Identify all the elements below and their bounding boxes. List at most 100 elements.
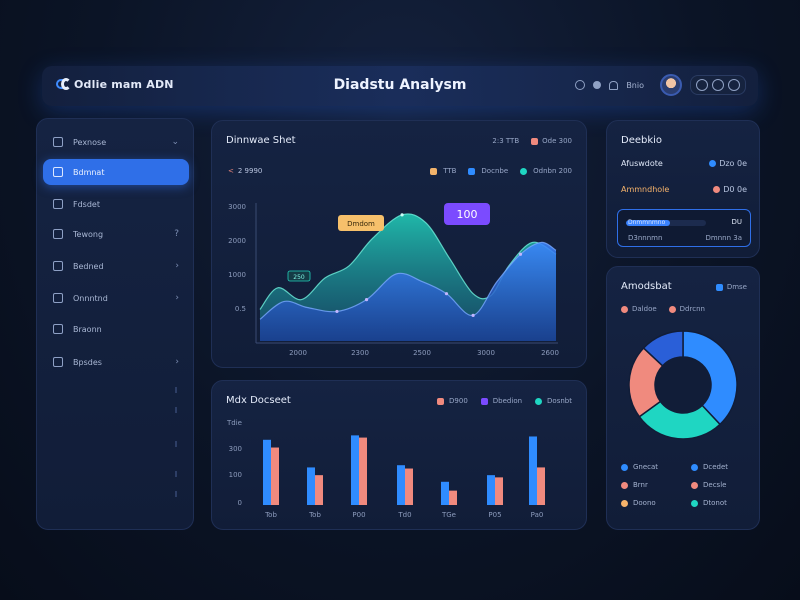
header-legend-item: 2:3 TTB — [492, 137, 520, 145]
progress-bar — [626, 220, 706, 226]
donut-slice — [642, 330, 684, 367]
sidebar-item-7[interactable]: Bpsdes › — [43, 349, 189, 375]
top-header-bar: Odlie mam ADN Diadstu Analysm Bnio — [42, 66, 758, 106]
legend-label: Odnbn 200 — [533, 167, 572, 175]
summary-panel: Deebkio Afuswdote Dzo 0e Ammndhole D0 0e… — [606, 120, 760, 258]
callout-value-box — [444, 203, 490, 225]
nav-item-icon — [53, 137, 63, 147]
legend-swatch — [691, 481, 698, 489]
progress-fill — [626, 220, 670, 226]
bar — [397, 465, 405, 505]
legend-label: Dcedet — [703, 463, 729, 471]
summary-row-label: Afuswdote — [621, 159, 663, 168]
bar — [537, 467, 545, 505]
sidebar: Pexnose ⌄ Bdmnat Fdsdet Tewong? Bedned › Onnntn… — [36, 118, 194, 530]
chevron-icon: › — [175, 293, 179, 303]
sidebar-item-1[interactable]: Bdmnat — [43, 159, 189, 185]
sidebar-item-3[interactable]: Tewong? — [43, 221, 189, 247]
area-chart-title: Dinnwae Shet — [226, 135, 296, 146]
callout-tag — [338, 215, 384, 231]
x-tick-label: 3000 — [477, 349, 495, 357]
nav-item-icon — [53, 229, 63, 239]
y-tick-label: 1000 — [228, 271, 246, 279]
x-tick-label: Tob — [264, 511, 277, 519]
share-icon: < — [228, 167, 234, 175]
status-icon[interactable] — [593, 81, 602, 89]
area-chart-legend: TTB Docnbe Odnbn 200 — [430, 167, 572, 175]
header-tools: Bnio — [575, 74, 746, 96]
nav-item-icon — [53, 199, 63, 209]
x-tick-label: 2600 — [541, 349, 559, 357]
chevron-icon: ? — [174, 229, 179, 239]
progress-card[interactable]: DU Dnmmnmno D3nnnmn Dmnnn 3a — [617, 209, 751, 247]
legend-label: Dtonot — [703, 499, 727, 507]
x-tick-label: Td0 — [397, 511, 411, 519]
bar — [449, 490, 457, 505]
legend-label: Dmse — [726, 283, 747, 291]
bar — [487, 475, 495, 505]
donut-slice — [682, 330, 738, 426]
donut-legend-item: Dcedet — [691, 463, 728, 471]
legend-swatch — [520, 167, 528, 175]
summary-row-value: Dzo 0e — [719, 159, 747, 168]
donut-legend-item: Dtonot — [691, 499, 727, 507]
legend-swatch — [621, 463, 628, 471]
search-icon[interactable] — [575, 80, 586, 90]
legend-label: Ddrcnn — [679, 305, 705, 313]
settings-icon[interactable] — [696, 79, 708, 91]
x-tick-label: 2000 — [289, 349, 307, 357]
summary-title: Deebkio — [621, 135, 663, 146]
legend-label: Doono — [633, 499, 656, 507]
legend-label: Gnecat — [633, 463, 659, 471]
y-tick-label: Tdie — [226, 419, 242, 427]
header-action-group — [690, 75, 746, 95]
sidebar-item-label: Fdsdet — [73, 199, 100, 209]
sidebar-item-label: Bpsdes — [73, 357, 102, 367]
donut-header-legend: Dmse — [715, 283, 747, 291]
x-tick-label: Tob — [308, 511, 321, 519]
legend-label: Docnbe — [481, 167, 509, 175]
legend-label: Dosnbt — [547, 397, 572, 405]
sidebar-item-6[interactable]: Braonn — [43, 316, 189, 342]
x-tick-label: 2500 — [413, 349, 431, 357]
sidebar-item-5[interactable]: Onnntnd › — [43, 285, 189, 311]
legend-swatch — [668, 305, 676, 313]
nav-item-icon — [53, 293, 63, 303]
legend-label: Brnr — [633, 481, 648, 489]
y-tick-label: 0.5 — [235, 305, 246, 313]
sidebar-item-label: Braonn — [73, 324, 102, 334]
data-point — [471, 313, 475, 317]
bell-icon[interactable] — [609, 80, 619, 90]
status-dot — [713, 186, 721, 193]
sidebar-item-0[interactable]: Pexnose ⌄ — [43, 129, 189, 155]
area-chart-stat: < 2 9990 — [228, 167, 262, 175]
legend-label: Daldoe — [632, 305, 657, 313]
legend-label: Dbedion — [492, 397, 523, 405]
donut-sub-legend: Daldoe Ddrcnn — [621, 305, 705, 313]
menu-icon[interactable] — [728, 79, 740, 91]
scroll-tick — [175, 387, 177, 393]
avatar[interactable] — [660, 74, 682, 96]
legend-swatch — [621, 305, 628, 313]
sidebar-item-2[interactable]: Fdsdet — [43, 191, 189, 217]
grid-icon[interactable] — [712, 79, 724, 91]
summary-row-label: Ammndhole — [621, 185, 670, 194]
scroll-tick — [175, 471, 177, 477]
legend-swatch — [621, 499, 628, 507]
donut-panel: Amodsbat Dmse Daldoe Ddrcnn Gnecat Dcedet… — [606, 266, 760, 530]
data-point — [400, 213, 404, 217]
nav-item-icon — [53, 357, 63, 367]
sidebar-item-4[interactable]: Bedned › — [43, 253, 189, 279]
bar — [495, 477, 503, 505]
brand[interactable]: Odlie mam ADN — [56, 77, 174, 91]
donut-hole — [656, 358, 710, 412]
bar — [315, 475, 323, 505]
page-title: Diadstu Analysm — [333, 77, 467, 93]
bar-chart-title: Mdx Docseet — [226, 395, 291, 406]
callout-value: 100 — [457, 208, 478, 221]
donut-legend-item: Brnr — [621, 481, 648, 489]
data-point — [444, 292, 449, 296]
summary-row-value: D0 0e — [723, 185, 747, 194]
summary-row: Afuswdote Dzo 0e — [621, 159, 747, 168]
header-tool-label[interactable]: Bnio — [626, 80, 644, 90]
